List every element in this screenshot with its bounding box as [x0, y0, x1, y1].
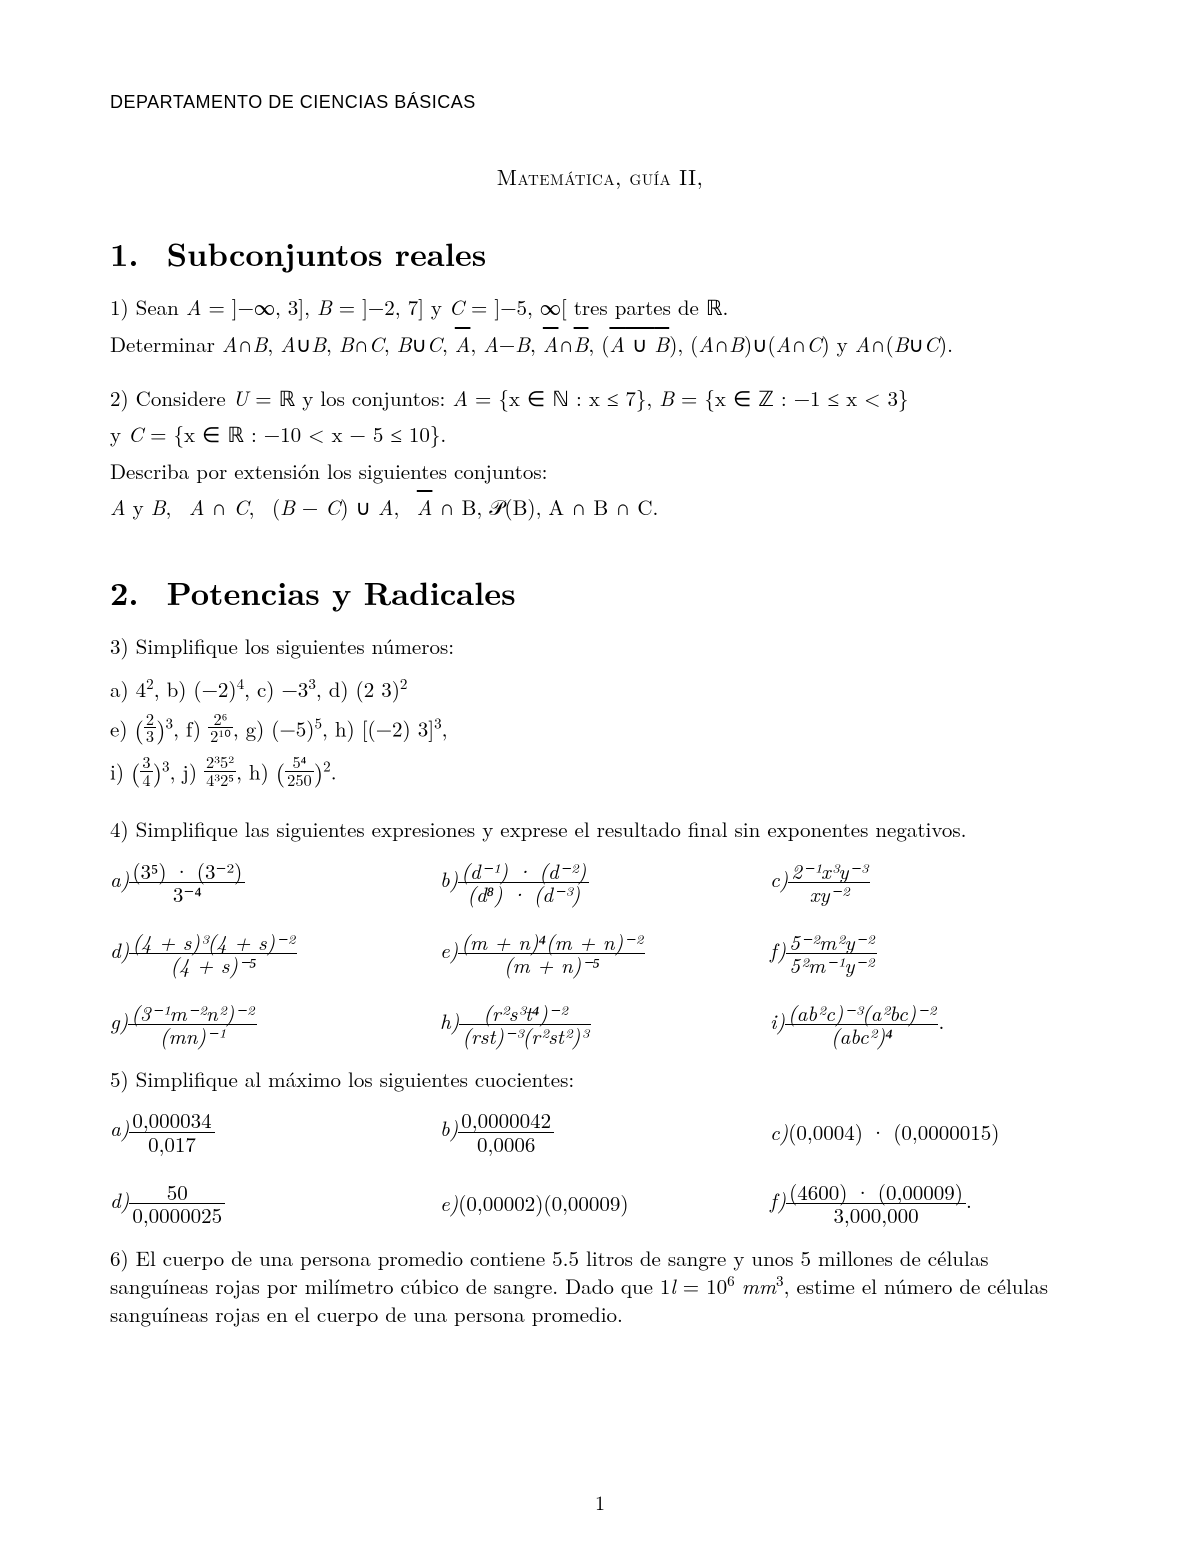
text: = {x ∈ ℝ : −10 < x − 5 ≤ 10}. — [143, 419, 446, 449]
section-2-heading: 2. Potencias y Radicales — [110, 571, 1090, 614]
text: ) y — [821, 329, 854, 359]
text: e) — [110, 714, 135, 744]
problem-1-line-1: 1) Sean A = ]−∞, 3], B = ]−2, 7] y C = ]… — [110, 293, 1090, 321]
text: , h) [(−2) 3] — [322, 714, 434, 744]
q5-e: e)(0,00002)(0,00009) — [440, 1189, 760, 1217]
text: , j) — [170, 757, 204, 787]
section-2-number: 2. — [110, 570, 139, 615]
text: ∩ B, 𝒫(B), A ∩ B ∩ C. — [432, 492, 658, 522]
text: , g) (−5) — [233, 714, 315, 744]
q4-f: f)5⁻²m²y⁻²5²m⁻¹y⁻² — [770, 931, 1090, 976]
text: y — [110, 419, 128, 449]
q4-d: d)(4 + s)³(4 + s)⁻²(4 + s)⁻⁵ — [110, 931, 430, 976]
text: = {x ∈ ℤ : −1 ≤ x < 3} — [674, 383, 908, 413]
problem-3-line-b: e) (23)3, f) 2⁶2¹⁰, g) (−5)5, h) [(−2) 3… — [110, 711, 1090, 746]
text: Determinar — [110, 329, 222, 359]
text: = ]−∞, 3], — [201, 292, 317, 322]
section-1-heading: 1. Subconjuntos reales — [110, 232, 1090, 275]
text: = ]−2, 7] y — [332, 292, 449, 322]
problem-2-line-2: y C = {x ∈ ℝ : −10 < x − 5 ≤ 10}. — [110, 420, 1090, 448]
problem-5-grid: a)0,0000340,017 b)0,00000420,0006 c)(0,0… — [110, 1109, 1090, 1225]
problem-1: 1) Sean A = ]−∞, 3], B = ]−2, 7] y C = ]… — [110, 293, 1090, 358]
problem-1-line-2: Determinar A∩B, A∪B, B∩C, B∪C, A, A−B, A… — [110, 330, 1090, 358]
text: a) 4 — [110, 674, 146, 704]
q5-a: a)0,0000340,017 — [110, 1109, 430, 1154]
page: DEPARTAMENTO DE CIENCIAS BÁSICAS Matemát… — [0, 0, 1200, 1553]
problem-3-line-c: i) (34)3, j) 2³5²4³2⁵, h) (5⁴250)2. — [110, 754, 1090, 789]
problem-2-line-3: Describa por extensión los siguientes co… — [110, 457, 1090, 485]
q4-h: h)(r²s³t⁴)⁻²(rst)⁻³(r²st²)³ — [440, 1002, 760, 1047]
text: = ]−5, ∞[ tres partes de ℝ. — [464, 292, 728, 322]
q4-g: g)(3⁻¹m⁻²n²)⁻²(mn)⁻¹ — [110, 1002, 430, 1047]
text: , b) (−2) — [154, 674, 237, 704]
q5-f: f)(4600) · (0,00009)3,000,000. — [770, 1181, 1090, 1226]
q4-c: c)2⁻¹x³y⁻³xy⁻² — [770, 860, 1090, 905]
q4-i: i)(ab²c)⁻³(a²bc)⁻²(abc²)⁴. — [770, 1002, 1090, 1047]
problem-2: 2) Considere U = ℝ y los conjuntos: A = … — [110, 384, 1090, 521]
section-1-number: 1. — [110, 231, 139, 276]
q4-e: e)(m + n)⁴(m + n)⁻²(m + n)⁻⁵ — [440, 931, 760, 976]
problem-2-line-1: 2) Considere U = ℝ y los conjuntos: A = … — [110, 384, 1090, 412]
section-2-title: Potencias y Radicales — [167, 570, 516, 615]
text: , d) (2 3) — [316, 674, 400, 704]
section-1-title: Subconjuntos reales — [167, 231, 487, 276]
text: , f) — [173, 714, 208, 744]
problem-6: 6) El cuerpo de una persona promedio con… — [110, 1244, 1090, 1329]
department-header: DEPARTAMENTO DE CIENCIAS BÁSICAS — [110, 90, 1090, 114]
text: , c) −3 — [244, 674, 308, 704]
text: = {x ∈ ℕ : x ≤ 7}, — [468, 383, 659, 413]
page-number: 1 — [0, 1488, 1200, 1515]
q4-a: a)(3⁵) · (3⁻²)3⁻⁴ — [110, 860, 430, 905]
problem-4-intro: 4) Simplifique las siguientes expresione… — [110, 815, 1090, 843]
text: = ℝ y los conjuntos: — [248, 383, 452, 413]
problem-3-items: a) 42, b) (−2)4, c) −33, d) (2 3)2 e) (2… — [110, 675, 1090, 790]
document-title: Matemática, guía II, — [110, 162, 1090, 192]
problem-3-line-a: a) 42, b) (−2)4, c) −33, d) (2 3)2 — [110, 675, 1090, 703]
problem-5-intro: 5) Simplifique al máximo los siguientes … — [110, 1065, 1090, 1093]
problem-4-grid: a)(3⁵) · (3⁻²)3⁻⁴ b)(d⁻¹) · (d⁻²)(d⁸) · … — [110, 860, 1090, 1047]
q5-b: b)0,00000420,0006 — [440, 1109, 760, 1154]
text: 2) Considere — [110, 383, 233, 413]
problem-2-line-4: A y B, A ∩ C, (B − C) ∪ A, A ∩ B, 𝒫(B), … — [110, 493, 1090, 521]
q4-b: b)(d⁻¹) · (d⁻²)(d⁸) · (d⁻³) — [440, 860, 760, 905]
text: = 10 — [676, 1271, 727, 1301]
text: 1) Sean — [110, 292, 186, 322]
text: , h) — [236, 757, 276, 787]
problem-3-intro: 3) Simplifique los siguientes números: — [110, 632, 1090, 660]
q5-c: c)(0,0004) · (0,0000015) — [770, 1118, 1090, 1146]
q5-d: d)500,0000025 — [110, 1181, 430, 1226]
text: i) — [110, 757, 131, 787]
